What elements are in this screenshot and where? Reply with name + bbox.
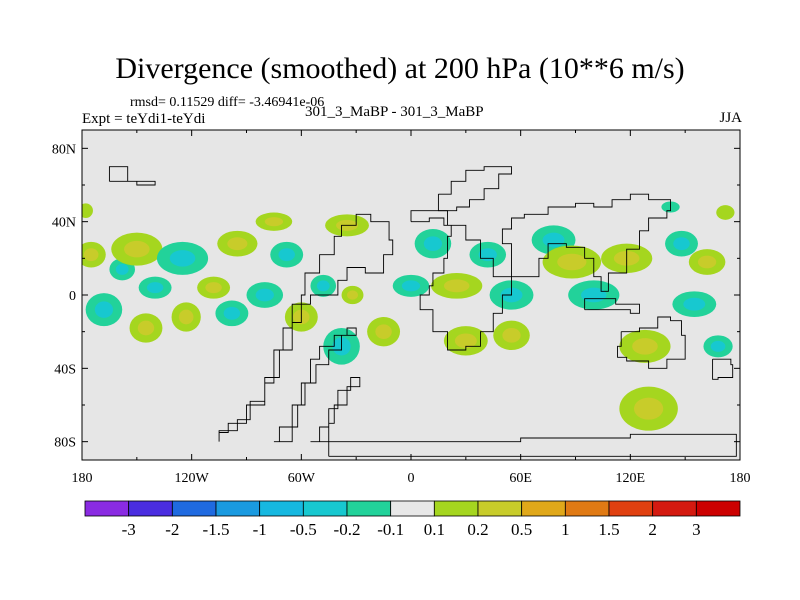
- contour-blob-core: [83, 248, 99, 262]
- experiment-label: Expt = teYdi1-teYdi: [82, 111, 206, 127]
- contour-blob-core: [401, 280, 421, 292]
- colorbar-swatch: [128, 500, 173, 517]
- coastline: [437, 166, 512, 212]
- y-tick-label: 80S: [54, 436, 76, 451]
- colorbar-swatch: [84, 500, 130, 517]
- colorbar-swatch: [564, 500, 610, 517]
- coastline: [617, 316, 686, 369]
- coastline: [310, 377, 361, 443]
- colorbar-swatch: [302, 500, 348, 517]
- coastline: [273, 327, 357, 443]
- contour-blob-core: [82, 207, 90, 215]
- y-tick-label: 80N: [52, 142, 76, 157]
- contour-blob-core: [443, 279, 470, 293]
- contour-blob-core: [137, 320, 155, 336]
- season-label: JJA: [719, 110, 742, 126]
- coastline: [410, 210, 512, 351]
- contour-blob-core: [673, 237, 690, 251]
- colorbar-label: 1: [561, 520, 570, 539]
- x-tick-label: 0: [408, 471, 415, 486]
- coastline: [328, 433, 737, 457]
- contour-blob-core: [454, 333, 477, 349]
- x-tick-label: 60W: [288, 471, 316, 486]
- colorbar-swatch: [346, 500, 392, 517]
- coastline: [218, 213, 394, 442]
- stats-text: rmsd= 0.11529 diff= -3.46941e-06: [130, 95, 325, 110]
- x-tick-label: 60E: [509, 471, 532, 486]
- contour-blob-core: [178, 309, 194, 325]
- colorbar-swatch: [215, 500, 261, 517]
- colorbar-swatch: [652, 500, 697, 517]
- contour-blob-core: [683, 297, 706, 311]
- contour-blob-core: [223, 306, 241, 320]
- contour-blob-core: [632, 338, 658, 355]
- contour-blob-core: [124, 240, 150, 258]
- contour-blob-core: [478, 248, 497, 262]
- contour-blob-core: [375, 324, 392, 339]
- contour-blob-core: [502, 328, 521, 343]
- contour-blob-core: [227, 237, 248, 251]
- contour-blob-core: [720, 208, 730, 217]
- contour-blob-core: [633, 397, 664, 420]
- contour-blob-core: [697, 255, 717, 269]
- contour-blob-core: [264, 217, 284, 227]
- colorbar-swatch: [390, 500, 435, 517]
- chart-title: Divergence (smoothed) at 200 hPa (10**6 …: [115, 52, 685, 85]
- contour-blob-core: [205, 282, 222, 294]
- colorbar-swatch: [259, 500, 304, 517]
- colorbar-swatch: [695, 500, 741, 517]
- y-tick-label: 0: [69, 289, 76, 304]
- colorbar-label: -0.5: [290, 520, 317, 539]
- colorbar-label: -0.2: [334, 520, 361, 539]
- colorbar-label: -0.1: [377, 520, 404, 539]
- contour-blob-core: [316, 280, 330, 292]
- contour-blob-core: [94, 301, 114, 318]
- colorbar-swatch: [477, 500, 523, 517]
- colorbar-label: -3: [122, 520, 136, 539]
- x-tick-label: 120W: [175, 471, 210, 486]
- colorbar-label: -1.5: [203, 520, 230, 539]
- coastline: [584, 298, 640, 314]
- colorbar-label: 0.1: [424, 520, 445, 539]
- colorbar-label: 1.5: [598, 520, 619, 539]
- coastline: [108, 166, 156, 186]
- colorbar-label: 2: [648, 520, 657, 539]
- y-tick-label: 40N: [52, 216, 76, 231]
- colorbar-label: 0.5: [511, 520, 532, 539]
- coastline: [712, 358, 734, 380]
- coastline-outlines: [108, 166, 737, 457]
- contour-blob-core: [146, 282, 164, 294]
- colorbar-swatch: [521, 500, 566, 517]
- x-tick-label: 120E: [616, 471, 646, 486]
- contour-blob-core: [278, 248, 295, 262]
- colorbar-swatch: [171, 500, 217, 517]
- contour-blob-core: [347, 290, 358, 300]
- contour-blob-core: [169, 250, 196, 267]
- coastline: [501, 193, 671, 292]
- contour-blob-core: [710, 340, 726, 352]
- x-tick-label: 180: [72, 471, 93, 486]
- colorbar-swatch: [608, 500, 654, 517]
- contour-blob-core: [115, 263, 129, 275]
- colorbar-label: 0.2: [467, 520, 488, 539]
- colorbar-label: -2: [165, 520, 179, 539]
- contour-blob-core: [557, 253, 587, 271]
- y-tick-label: 40S: [54, 362, 76, 377]
- colorbar-label: -1: [253, 520, 267, 539]
- contour-blob-core: [542, 232, 565, 248]
- x-tick-label: 180: [730, 471, 751, 486]
- contour-blob-core: [255, 288, 274, 302]
- colorbar-swatch: [433, 500, 479, 517]
- experiments-compared: 301_3_MaBP - 301_3_MaBP: [305, 104, 484, 120]
- contour-blob-core: [423, 236, 443, 252]
- colorbar-label: 3: [692, 520, 701, 539]
